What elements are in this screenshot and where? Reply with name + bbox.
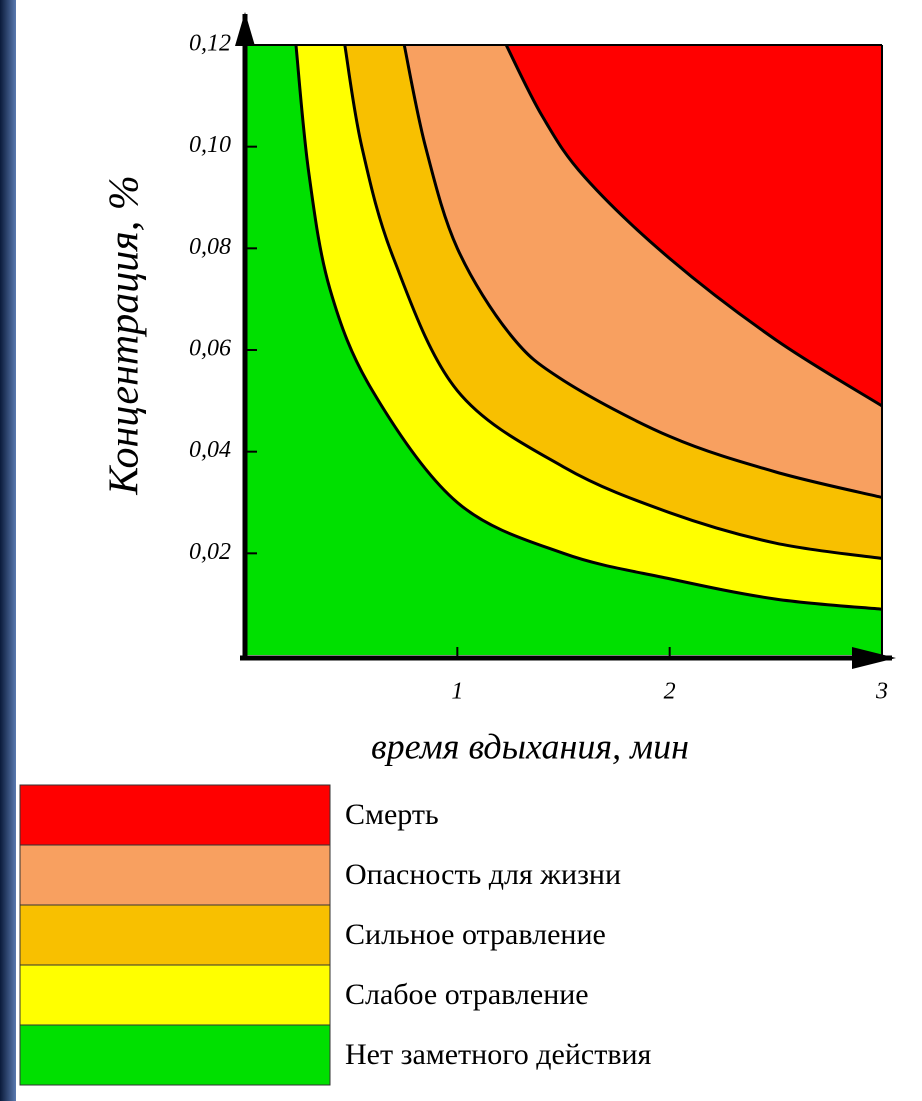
y-tick-label: 0,04 (189, 437, 231, 463)
boundary-curve (402, 44, 883, 499)
legend-label: Сильное отравление (345, 918, 606, 951)
legend-swatch (19, 904, 331, 966)
legend-swatch (19, 964, 331, 1026)
y-tick-label: 0,02 (189, 539, 231, 565)
legend-swatch (19, 784, 331, 846)
y-axis-arrow (235, 12, 255, 46)
legend-swatch (19, 1024, 331, 1086)
y-tick-label: 0,12 (189, 31, 231, 57)
boundary-curve (294, 44, 883, 611)
x-axis-arrow (852, 647, 896, 669)
y-tick-label: 0,08 (189, 234, 231, 260)
y-tick-label: 0,10 (189, 132, 231, 158)
x-tick-label: 1 (451, 679, 463, 705)
side-strip (0, 0, 16, 1101)
x-axis-title: время вдыхания, мин (371, 726, 689, 766)
x-tick-label: 3 (875, 679, 888, 705)
boundary-curve (504, 44, 883, 408)
boundary-curve (343, 44, 883, 560)
y-tick-label: 0,06 (189, 336, 231, 362)
legend-swatch (19, 844, 331, 906)
legend-label: Слабое отравление (345, 978, 589, 1011)
legend-label: Опасность для жизни (345, 858, 621, 891)
region-area (506, 45, 882, 406)
legend-label: Нет заметного действия (345, 1038, 652, 1071)
x-tick-label: 2 (664, 679, 676, 705)
legend-label: Смерть (345, 798, 439, 831)
y-axis-title: Концентрация, % (102, 175, 148, 496)
